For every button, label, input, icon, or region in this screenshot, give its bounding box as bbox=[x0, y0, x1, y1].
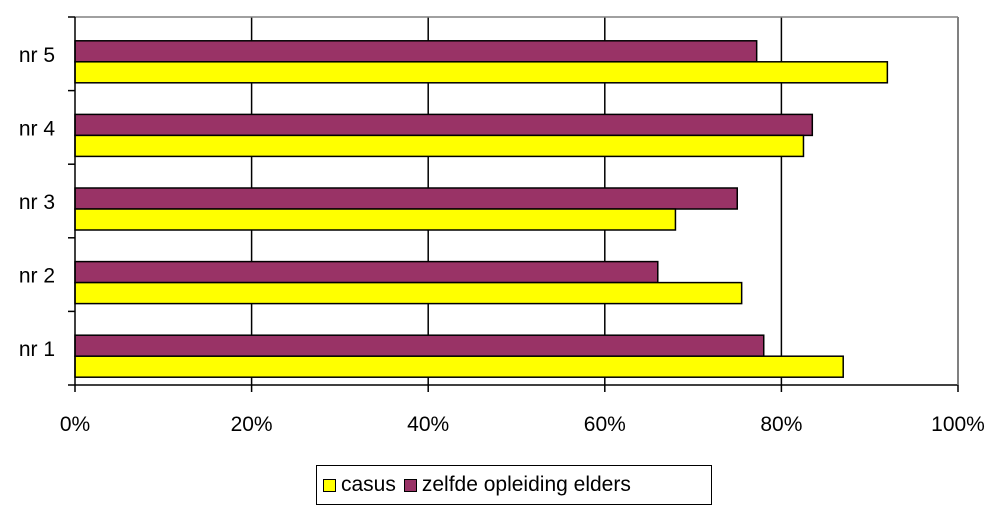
y-tick-label: nr 5 bbox=[19, 44, 55, 67]
y-tick-label: nr 2 bbox=[19, 265, 55, 288]
legend: casus zelfde opleiding elders bbox=[316, 465, 712, 505]
bar-zelfde-opleiding-elders bbox=[74, 187, 738, 210]
bar-zelfde-opleiding-elders bbox=[74, 113, 814, 137]
bar-casus bbox=[74, 208, 677, 231]
bar-zelfde-opleiding-elders bbox=[74, 260, 659, 284]
legend-item-casus: casus bbox=[323, 473, 396, 497]
x-tick-label: 80% bbox=[760, 413, 802, 436]
x-tick-label: 100% bbox=[931, 413, 985, 436]
bar-casus bbox=[74, 61, 889, 84]
bar-zelfde-opleiding-elders bbox=[74, 334, 765, 357]
bar-casus bbox=[74, 134, 805, 158]
x-tick-label: 0% bbox=[60, 413, 90, 436]
y-tick-label: nr 3 bbox=[19, 191, 55, 214]
x-tick-label: 60% bbox=[584, 413, 626, 436]
bars bbox=[74, 40, 889, 378]
axes bbox=[68, 16, 959, 392]
y-tick-label: nr 4 bbox=[19, 117, 56, 140]
x-tick-label: 40% bbox=[407, 413, 449, 436]
legend-label-casus: casus bbox=[341, 473, 396, 496]
legend-swatch-zelfde-opleiding-elders bbox=[403, 478, 417, 492]
bar-chart: 0% 20% 40% 60% 80% 100% nr 1 nr 2 nr 3 nr 4 nr 5 bbox=[19, 16, 985, 436]
bar-casus bbox=[74, 281, 743, 305]
bar-casus bbox=[74, 355, 844, 378]
legend-item-zelfde-opleiding-elders: zelfde opleiding elders bbox=[403, 473, 631, 497]
legend-label-zelfde-opleiding-elders: zelfde opleiding elders bbox=[421, 473, 631, 496]
legend-swatch-casus bbox=[323, 478, 336, 492]
bar-zelfde-opleiding-elders bbox=[74, 40, 758, 63]
tick-labels: 0% 20% 40% 60% 80% 100% nr 1 nr 2 nr 3 nr 4 nr 5 bbox=[19, 44, 985, 436]
y-tick-label: nr 1 bbox=[19, 338, 55, 361]
x-tick-label: 20% bbox=[231, 413, 273, 436]
